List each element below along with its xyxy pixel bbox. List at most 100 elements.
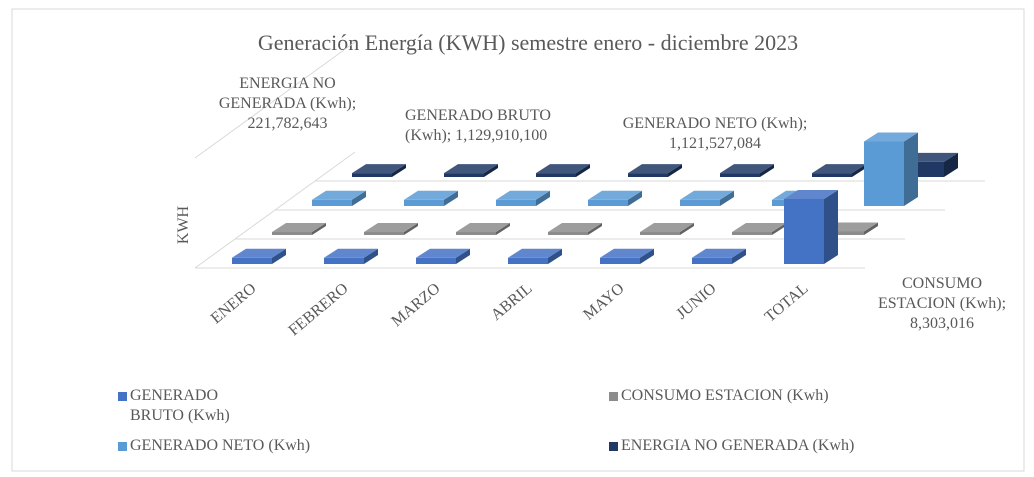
data-label: GENERADO NETO (Kwh); 1,121,527,084 xyxy=(590,114,840,154)
bar-top xyxy=(784,190,838,199)
bar-side xyxy=(272,248,286,264)
legend-item: ENERGIA NO GENERADA (Kwh) xyxy=(609,436,959,456)
legend-label: GENERADO BRUTO (Kwh) xyxy=(130,387,230,424)
wall-edge xyxy=(194,41,356,159)
bar-top xyxy=(680,190,734,200)
bar-side xyxy=(628,190,642,206)
bar-front xyxy=(404,199,444,206)
bar-side xyxy=(640,248,654,264)
bar-front xyxy=(600,257,640,264)
bar-side xyxy=(456,248,470,264)
legend-item: GENERADO BRUTO (Kwh) xyxy=(118,386,268,426)
bar-top xyxy=(600,248,654,258)
bar xyxy=(692,248,746,264)
bar-front xyxy=(812,173,852,177)
separator: ; xyxy=(446,127,456,144)
bar-top xyxy=(364,222,418,232)
bar xyxy=(404,190,458,206)
bar-top xyxy=(496,190,550,200)
bar-front xyxy=(324,257,364,264)
x-tick-label: ENERO xyxy=(208,280,260,327)
bar-front xyxy=(720,173,760,177)
legend-label: GENERADO NETO (Kwh) xyxy=(130,437,311,454)
bar-top xyxy=(588,190,642,200)
bar-side xyxy=(668,164,682,177)
legend-swatch xyxy=(609,392,618,401)
x-tick-label: JUNIO xyxy=(673,280,719,323)
bar-side xyxy=(772,222,786,235)
bar-front xyxy=(456,231,496,235)
data-label-series: CONSUMO ESTACION (Kwh) xyxy=(877,275,1002,312)
chart-title: Generación Energía (KWH) semestre enero … xyxy=(258,30,798,55)
bar xyxy=(232,248,286,264)
bar-top xyxy=(324,248,378,258)
bar-top xyxy=(640,222,694,232)
bar-top xyxy=(456,222,510,232)
bar xyxy=(496,190,550,206)
bar-top xyxy=(628,164,682,174)
bar-front xyxy=(692,257,732,264)
separator: ; xyxy=(802,115,808,132)
data-label: CONSUMO ESTACION (Kwh); 8,303,016 xyxy=(862,274,1022,334)
bar-side xyxy=(404,222,418,235)
bar-side xyxy=(312,222,326,235)
legend-swatch xyxy=(118,392,127,401)
bar-side xyxy=(852,164,866,177)
bar-front xyxy=(508,257,548,264)
bar-side xyxy=(588,222,602,235)
bar-side xyxy=(760,164,774,177)
x-tick-label: MARZO xyxy=(388,280,443,330)
legend-item: CONSUMO ESTACION (Kwh) xyxy=(609,386,959,406)
bar-side xyxy=(732,248,746,264)
bar xyxy=(416,248,470,264)
bar xyxy=(812,164,866,177)
bar-top xyxy=(444,164,498,174)
bar-top xyxy=(508,248,562,258)
legend-swatch xyxy=(118,442,127,451)
bar-side xyxy=(720,190,734,206)
bar xyxy=(680,190,734,206)
bar-front xyxy=(640,231,680,235)
bar xyxy=(588,190,642,206)
bar-top xyxy=(352,164,406,174)
bar-front xyxy=(496,199,536,206)
x-tick-label: TOTAL xyxy=(762,280,812,326)
bar-front xyxy=(732,231,772,235)
bar-front xyxy=(536,173,576,177)
bar-front xyxy=(548,231,588,235)
data-label-value: 1,129,910,100 xyxy=(455,127,548,144)
bar-top xyxy=(548,222,602,232)
data-label-value: 221,782,643 xyxy=(247,115,328,132)
bar-side xyxy=(496,222,510,235)
data-label: ENERGIA NO GENERADA (Kwh); 221,782,643 xyxy=(200,74,375,134)
bar-top xyxy=(864,132,918,142)
bar-top xyxy=(416,248,470,258)
bar-side xyxy=(536,190,550,206)
legend-label: ENERGIA NO GENERADA (Kwh) xyxy=(621,437,855,454)
bar-top xyxy=(720,164,774,174)
bar xyxy=(640,222,694,235)
bar-top xyxy=(312,190,366,200)
bar-side xyxy=(392,164,406,177)
bar-front xyxy=(232,257,272,264)
bar-front xyxy=(588,199,628,206)
x-tick-label: MAYO xyxy=(580,280,627,324)
bar xyxy=(444,164,498,177)
x-tick-label: FEBRERO xyxy=(285,280,351,339)
bar xyxy=(548,222,602,235)
bar-top xyxy=(732,222,786,232)
bar-top xyxy=(232,248,286,258)
bar-top xyxy=(272,222,326,232)
bar xyxy=(352,164,406,177)
data-label-series: ENERGIA NO GENERADA (Kwh) xyxy=(218,75,352,112)
bar-top xyxy=(692,248,746,258)
bar xyxy=(508,248,562,264)
chart-border xyxy=(11,8,1025,472)
separator: ; xyxy=(1001,295,1007,312)
data-label-series: GENERADO NETO (Kwh) xyxy=(622,115,803,132)
bar-front xyxy=(272,231,312,235)
bar-side xyxy=(548,248,562,264)
data-label: GENERADO BRUTO (Kwh); 1,129,910,100 xyxy=(405,106,555,146)
bar-front xyxy=(364,231,404,235)
